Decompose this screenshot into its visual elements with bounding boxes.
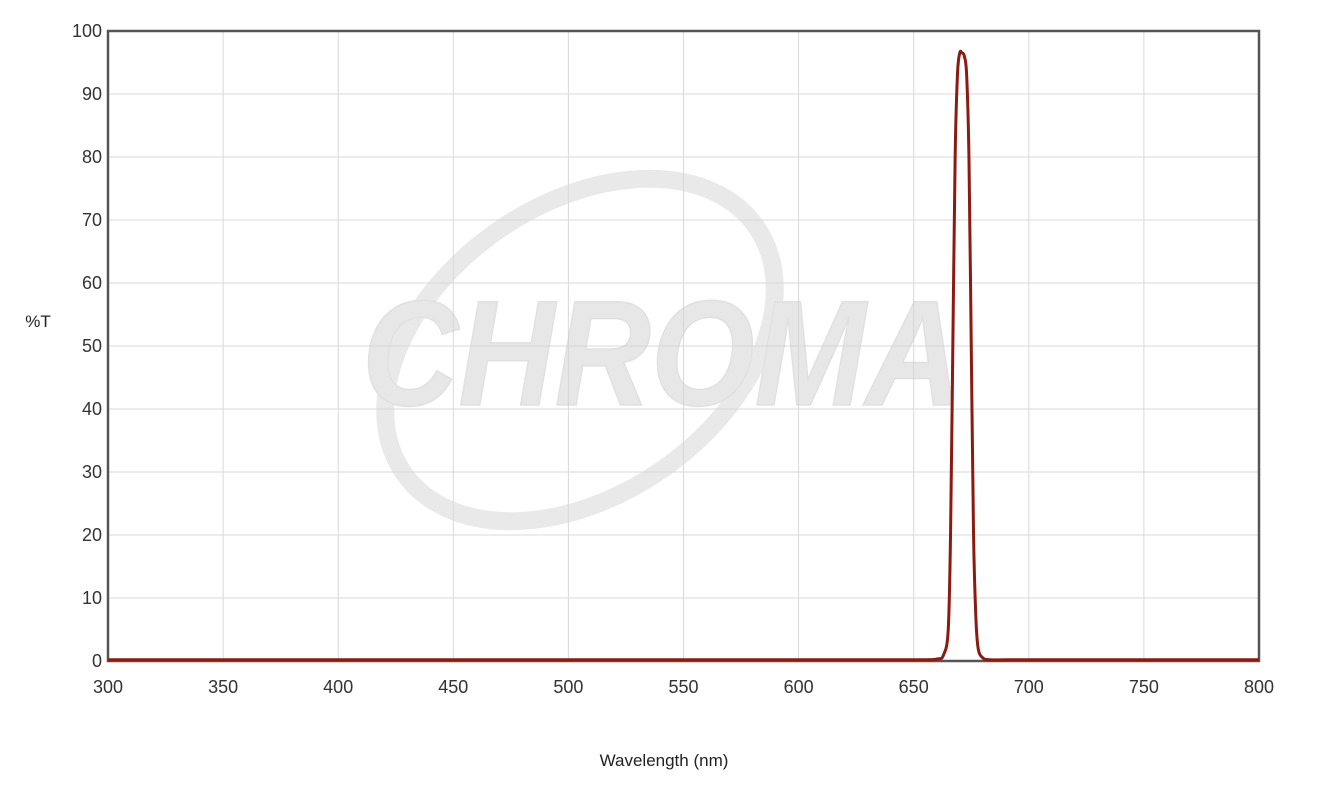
- chroma-watermark-logo: CHROMA: [361, 169, 963, 531]
- watermark-swoosh: [376, 169, 784, 531]
- watermark-text: CHROMA: [362, 269, 962, 437]
- x-axis-tick-labels: 300 350 400 450 500 550 600 650 700 750 800: [93, 677, 1274, 697]
- y-tick-label: 40: [82, 399, 102, 419]
- y-tick-label: 30: [82, 462, 102, 482]
- y-tick-label: 70: [82, 210, 102, 230]
- y-tick-label: 20: [82, 525, 102, 545]
- y-tick-label: 50: [82, 336, 102, 356]
- y-axis-tick-labels: 0 10 20 30 40 50 60 70 80 90 100: [72, 21, 102, 671]
- x-tick-label: 550: [668, 677, 698, 697]
- y-tick-label: 10: [82, 588, 102, 608]
- x-axis-title: Wavelength (nm): [600, 751, 729, 770]
- y-tick-label: 80: [82, 147, 102, 167]
- y-tick-label: 60: [82, 273, 102, 293]
- x-tick-label: 450: [438, 677, 468, 697]
- x-tick-label: 650: [899, 677, 929, 697]
- y-tick-label: 90: [82, 84, 102, 104]
- series-line-transmission: [107, 49, 1259, 662]
- x-tick-label: 500: [553, 677, 583, 697]
- x-tick-label: 700: [1014, 677, 1044, 697]
- y-tick-label: 0: [92, 651, 102, 671]
- x-tick-label: 750: [1129, 677, 1159, 697]
- x-tick-label: 800: [1244, 677, 1274, 697]
- x-tick-label: 300: [93, 677, 123, 697]
- x-tick-label: 350: [208, 677, 238, 697]
- y-tick-label: 100: [72, 21, 102, 41]
- y-axis-title: %T: [25, 312, 51, 331]
- x-tick-label: 600: [784, 677, 814, 697]
- x-tick-label: 400: [323, 677, 353, 697]
